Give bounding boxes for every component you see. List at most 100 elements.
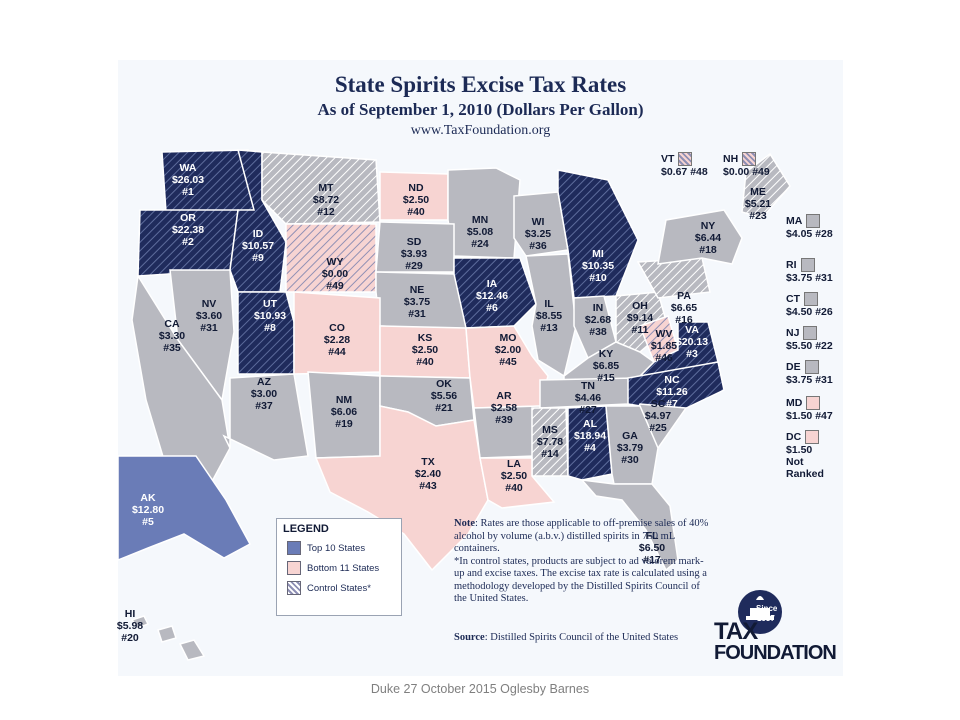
state-label-sc: SC $4.97 #25 — [645, 398, 671, 434]
state-rank: #13 — [540, 322, 558, 334]
side-state-ct: CT $4.50 #26 — [786, 292, 833, 318]
state-rate: $3.30 — [158, 330, 186, 342]
side-swatch-de — [804, 360, 819, 374]
state-code: MA — [786, 214, 803, 227]
state-code: CA — [164, 318, 180, 330]
state-rank: #19 — [335, 418, 353, 430]
state-label-ut: UT $10.93 #8 — [254, 298, 286, 334]
state-rank: #29 — [405, 260, 423, 272]
state-label-mo: MO $2.00 #45 — [495, 332, 521, 368]
state-rate: $12.46 — [475, 290, 509, 302]
state-code: AL — [583, 418, 597, 430]
state-rank: #23 — [749, 210, 767, 222]
state-code: MD — [786, 396, 803, 409]
state-code: AR — [496, 390, 512, 402]
state-label-ok: OK $5.56 #21 — [431, 378, 457, 414]
state-rank: #30 — [621, 454, 639, 466]
side-state-md: MD $1.50 #47 — [786, 396, 833, 422]
state-label-tx: TX $2.40 #43 — [415, 456, 441, 492]
state-rate: $2.50 — [500, 470, 528, 482]
state-rank: #47 — [815, 410, 833, 422]
map-subtitle: As of September 1, 2010 (Dollars Per Gal… — [317, 100, 644, 119]
state-rank: #18 — [699, 244, 717, 256]
state-rank: #27 — [579, 404, 597, 416]
state-rate: $6.85 — [592, 360, 620, 372]
side-swatch-vt — [678, 152, 693, 166]
state-rank: #16 — [675, 314, 693, 326]
state-label-wv: WV $1.85 #46 — [651, 328, 677, 364]
state-code: PA — [677, 290, 691, 302]
slide-footer: Duke 27 October 2015 Oglesby Barnes — [370, 682, 590, 696]
legend-swatch-control — [287, 581, 301, 595]
state-code: IA — [486, 278, 498, 290]
map-website: www.TaxFoundation.org — [410, 123, 551, 138]
state-rate: $1.85 — [650, 340, 678, 352]
state-code: TN — [581, 380, 595, 392]
state-nv — [169, 269, 235, 402]
state-label-nv: NV $3.60 #31 — [196, 298, 222, 334]
state-label-oh: OH $9.14 #11 — [627, 300, 653, 336]
state-label-wa: WA $26.03 #1 — [172, 162, 204, 198]
side-swatch-nh — [742, 152, 757, 166]
state-code: KS — [417, 332, 433, 344]
state-rank: #1 — [182, 186, 194, 198]
state-code: UT — [263, 298, 277, 310]
state-code: MS — [542, 424, 558, 436]
state-rank: #31 — [815, 374, 833, 386]
state-nc — [627, 361, 725, 413]
state-code: IL — [544, 298, 554, 310]
state-code: VT — [661, 152, 675, 165]
state-label-ga: GA $3.79 #30 — [617, 430, 643, 466]
state-rate: $2.68 — [584, 314, 612, 326]
state-rate: $3.00 — [250, 388, 278, 400]
state-rate: $4.46 — [574, 392, 602, 404]
state-rank: #21 — [435, 402, 453, 414]
state-code: FL — [645, 530, 659, 542]
state-rate: $6.50 — [638, 542, 666, 554]
state-rate: $0.67 — [661, 166, 688, 178]
state-code: VA — [685, 324, 699, 336]
state-rate: $7.78 — [536, 436, 564, 448]
state-rate: $5.50 — [786, 340, 813, 352]
state-rate: $5.08 — [466, 226, 494, 238]
state-rate: $5.98 — [116, 620, 144, 632]
seal-text-since: Since — [756, 604, 778, 613]
state-rank: #37 — [255, 400, 273, 412]
side-swatch-ma — [806, 214, 821, 228]
state-rate: $10.93 — [253, 310, 287, 322]
state-label-va: VA $20.13 #3 — [676, 324, 708, 360]
side-swatch-nj — [803, 326, 818, 340]
state-code: SC — [650, 398, 666, 410]
state-rank: #24 — [471, 238, 489, 250]
state-label-nd: ND $2.50 #40 — [403, 182, 429, 218]
state-rank: #2 — [182, 236, 194, 248]
state-code: WI — [531, 216, 545, 228]
state-rank: #49 — [326, 280, 344, 292]
state-label-nc: NC $11.26 #7 — [656, 374, 688, 410]
state-la — [479, 457, 556, 509]
state-code: NE — [409, 284, 425, 296]
state-rate: $1.50 — [786, 410, 813, 422]
state-code: WA — [179, 162, 197, 174]
state-rate: $3.25 — [524, 228, 552, 240]
state-rate: $6.65 — [670, 302, 698, 314]
side-state-ri: RI $3.75 #31 — [786, 258, 833, 284]
state-code: OK — [436, 378, 452, 390]
state-rate: $3.93 — [400, 248, 428, 260]
state-code: ND — [408, 182, 424, 194]
state-rate: $0.00 — [723, 166, 750, 178]
side-state-nh: NH $0.00 #49 — [723, 152, 770, 178]
state-tx — [314, 405, 489, 572]
state-code: NH — [723, 152, 739, 165]
state-rate: $3.75 — [786, 272, 813, 284]
legend-label: Control States* — [307, 582, 371, 594]
state-label-sd: SD $3.93 #29 — [401, 236, 427, 272]
state-label-ny: NY $6.44 #18 — [695, 220, 721, 256]
state-code: ME — [750, 186, 766, 198]
state-label-la: LA $2.50 #40 — [501, 458, 527, 494]
source-label: Source — [454, 632, 485, 643]
state-code: OH — [632, 300, 648, 312]
state-rate: $8.72 — [312, 194, 340, 206]
us-map — [118, 149, 791, 661]
side-swatch-md — [806, 396, 821, 410]
